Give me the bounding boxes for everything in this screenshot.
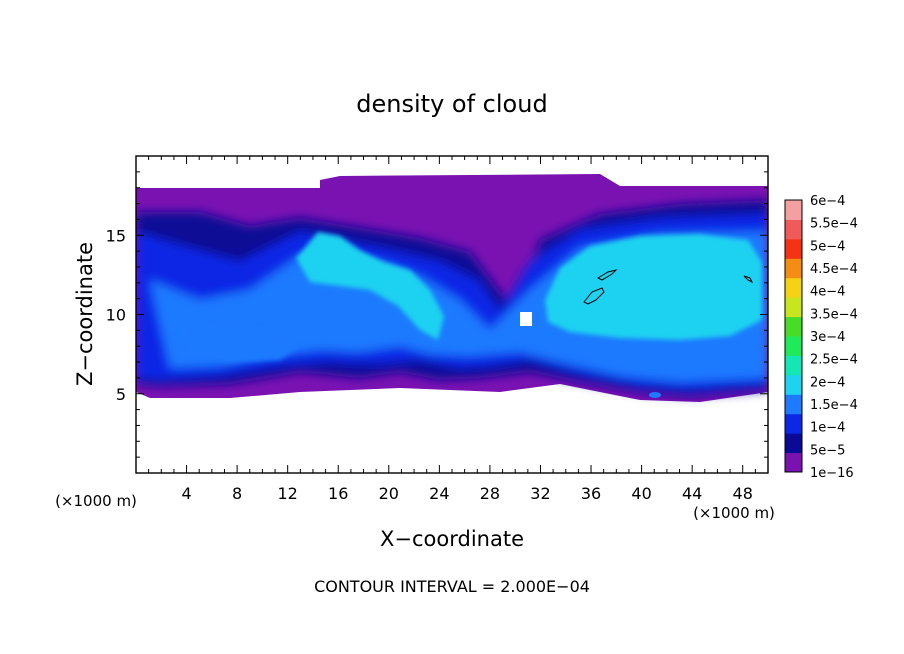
colorbar-label: 4e−4: [810, 285, 845, 300]
colorbar-segment: [785, 336, 802, 356]
z-unit-label: (×1000 m): [55, 492, 137, 510]
colorbar-label: 5e−5: [810, 443, 845, 458]
colorbar-label: 2e−4: [810, 375, 845, 390]
colorbar-label: 1e−16: [810, 466, 854, 481]
y-axis-ticks: 5 10 15: [106, 171, 768, 458]
x-unit-label: (×1000 m): [693, 504, 775, 522]
colorbar-label: 1e−4: [810, 421, 845, 436]
colorbar-segment: [785, 238, 802, 259]
contour-line: [596, 269, 618, 281]
y-tick-label: 5: [116, 385, 126, 404]
x-tick-label: 20: [379, 484, 399, 503]
x-axis-ticks: 4 8 12 16 20 24 28 32 36 40 44 48: [148, 156, 756, 503]
colorbar-label: 6e−4: [810, 194, 845, 209]
colorbar-label: 4.5e−4: [810, 262, 858, 277]
cloud-core-right: [545, 234, 762, 340]
contour-line: [583, 287, 605, 305]
colorbar-segment: [785, 316, 802, 337]
x-tick-label: 44: [682, 484, 702, 503]
colorbar-label: 5e−4: [810, 239, 845, 254]
x-tick-label: 48: [733, 484, 753, 503]
colorbar-segment: [785, 374, 802, 395]
colorbar-segment: [785, 413, 802, 434]
cloud-light-patch-bottom-left: [180, 320, 300, 362]
colorbar-label: 3e−4: [810, 330, 845, 345]
x-tick-label: 16: [328, 484, 348, 503]
x-tick-label: 4: [181, 484, 191, 503]
colorbar-segment: [785, 297, 802, 318]
colorbar-segment: [785, 200, 802, 220]
colorbar-segment: [785, 258, 802, 279]
colorbar-segment: [785, 433, 802, 454]
colorbar-label: 5.5e−4: [810, 217, 858, 232]
x-tick-label: 40: [631, 484, 651, 503]
colorbar: 1e−16 5e−5 1e−4 1.5e−4 2e−4 2.5e−4 3e−4 3.5e−4 4…: [784, 194, 858, 481]
colorbar-label: 3.5e−4: [810, 307, 858, 322]
y-tick-label: 15: [106, 226, 126, 245]
x-tick-label: 24: [429, 484, 449, 503]
x-tick-label: 8: [232, 484, 242, 503]
colorbar-segment: [785, 394, 802, 415]
heatmap-field: [136, 174, 768, 402]
x-tick-label: 36: [581, 484, 601, 503]
y-axis-label: Z−coordinate: [73, 242, 97, 386]
colorbar-segment: [785, 452, 802, 473]
colorbar-segment: [785, 355, 802, 376]
cloud-core-left: [296, 232, 444, 340]
contour-line: [743, 275, 754, 284]
contour-interval-footer: CONTOUR INTERVAL = 2.000E−04: [314, 577, 590, 596]
clear-air-gap: [520, 312, 532, 326]
colorbar-segment: [785, 277, 802, 298]
y-tick-label: 10: [106, 306, 126, 325]
colorbar-label: 1.5e−4: [810, 398, 858, 413]
colorbar-segment: [785, 219, 802, 240]
cloud-blob: [649, 392, 661, 398]
x-tick-label: 32: [530, 484, 550, 503]
colorbar-frame: [784, 199, 803, 473]
x-tick-label: 28: [480, 484, 500, 503]
chart-title: density of cloud: [356, 90, 547, 118]
x-tick-label: 12: [278, 484, 298, 503]
colorbar-label: 2.5e−4: [810, 353, 858, 368]
x-axis-label: X−coordinate: [380, 527, 524, 551]
